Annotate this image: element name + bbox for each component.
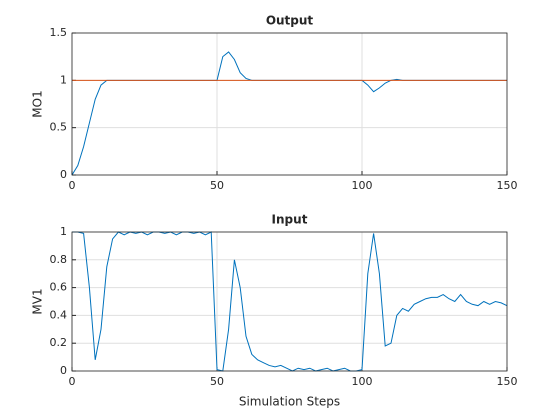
y-tick-label: 0 [60,168,67,181]
axes-box [71,32,508,176]
line-series [72,231,508,372]
y-tick-label: 1 [60,225,67,238]
y-tick-label: 1.5 [50,26,68,39]
x-tick-label: 50 [210,375,224,388]
x-tick-label: 100 [352,375,373,388]
chart-title: Input [272,213,308,227]
x-tick-label: 150 [497,179,518,192]
x-tick-label: 50 [210,179,224,192]
y-axis-label: MV1 [31,288,45,314]
y-tick-label: 0.2 [50,336,68,349]
x-tick-label: 100 [352,179,373,192]
plot-area [72,232,507,371]
chart-title: Output [266,14,314,28]
y-axis-label: MO1 [31,90,45,117]
x-tick-label: 0 [69,375,76,388]
y-tick-label: 0.6 [50,281,68,294]
y-tick-label: 0 [60,364,67,377]
plot-area [72,33,507,175]
x-tick-label: 0 [69,179,76,192]
y-tick-label: 1 [60,73,67,86]
x-axis-label: Simulation Steps [239,395,340,409]
y-tick-label: 0.4 [50,308,68,321]
y-tick-label: 0.8 [50,253,68,266]
x-tick-label: 150 [497,375,518,388]
axes-box [71,231,508,372]
y-tick-label: 0.5 [50,121,68,134]
